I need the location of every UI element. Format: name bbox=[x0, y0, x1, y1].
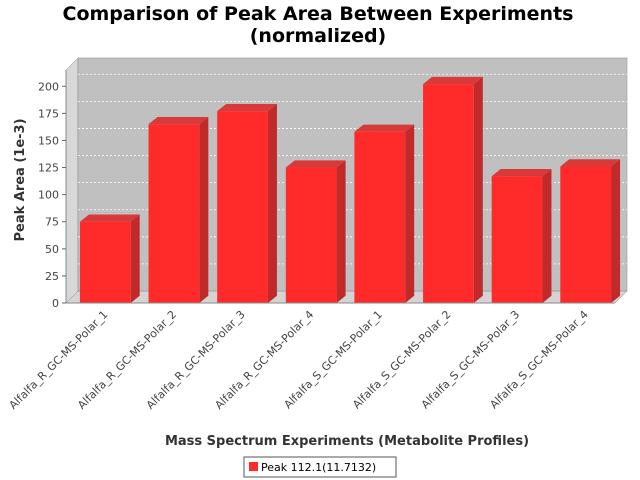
bar-front bbox=[423, 84, 474, 303]
chart-title: Comparison of Peak Area Between Experime… bbox=[63, 3, 574, 25]
bar-side bbox=[473, 76, 483, 304]
y-axis-label: Peak Area (1e-3) bbox=[13, 118, 28, 241]
y-tick-label: 0 bbox=[52, 297, 59, 310]
bar-side bbox=[336, 160, 346, 303]
legend-box bbox=[243, 456, 397, 478]
plot-left-wall bbox=[65, 57, 79, 304]
y-tick-label: 100 bbox=[38, 189, 59, 202]
y-tick-label: 125 bbox=[38, 162, 59, 175]
bar-side bbox=[130, 214, 140, 303]
bar-front bbox=[354, 131, 406, 303]
bar-top bbox=[217, 103, 277, 112]
y-tick-label: 50 bbox=[45, 243, 59, 256]
y-tick-label: 25 bbox=[45, 270, 59, 283]
bar-side bbox=[611, 159, 621, 303]
bars bbox=[79, 76, 621, 304]
bar-top bbox=[423, 76, 483, 85]
bar bbox=[148, 116, 209, 304]
y-tick-label: 75 bbox=[45, 216, 59, 229]
bar bbox=[79, 214, 140, 303]
bar-top bbox=[148, 116, 209, 125]
bar-front bbox=[491, 176, 543, 303]
legend-label: Peak 112.1(11.7132) bbox=[261, 461, 376, 474]
bar-front bbox=[217, 111, 268, 303]
bar bbox=[285, 160, 346, 303]
bar-side bbox=[542, 169, 552, 303]
chart-subtitle: (normalized) bbox=[250, 25, 387, 47]
bar-front bbox=[148, 124, 200, 304]
bar-top bbox=[560, 159, 621, 167]
bar-top bbox=[285, 160, 346, 168]
y-tick-label: 150 bbox=[38, 134, 59, 147]
bar-top bbox=[354, 124, 415, 132]
bar-side bbox=[405, 124, 415, 304]
bar-top bbox=[491, 169, 552, 177]
bar bbox=[491, 169, 552, 303]
bar bbox=[560, 159, 621, 303]
bar-front bbox=[560, 166, 612, 303]
bar-top bbox=[79, 214, 140, 222]
y-tick-label: 175 bbox=[38, 107, 59, 120]
y-tick-label: 200 bbox=[38, 80, 59, 93]
bar bbox=[423, 76, 483, 304]
bar-front bbox=[79, 221, 131, 303]
y-axis: 0 25 50 75 100 125 150 175 200 bbox=[38, 70, 67, 310]
legend-swatch bbox=[249, 462, 258, 471]
bar-side bbox=[199, 116, 209, 303]
bar bbox=[217, 103, 277, 304]
bar-front bbox=[285, 167, 337, 303]
x-axis: Alfalfa_R_GC-MS-Polar_1Alfalfa_R_GC-MS-P… bbox=[7, 302, 615, 412]
x-axis-label: Mass Spectrum Experiments (Metabolite Pr… bbox=[165, 434, 529, 449]
bar-side bbox=[267, 103, 277, 304]
bar bbox=[354, 124, 415, 304]
legend[interactable]: Peak 112.1(11.7132) bbox=[243, 456, 397, 478]
